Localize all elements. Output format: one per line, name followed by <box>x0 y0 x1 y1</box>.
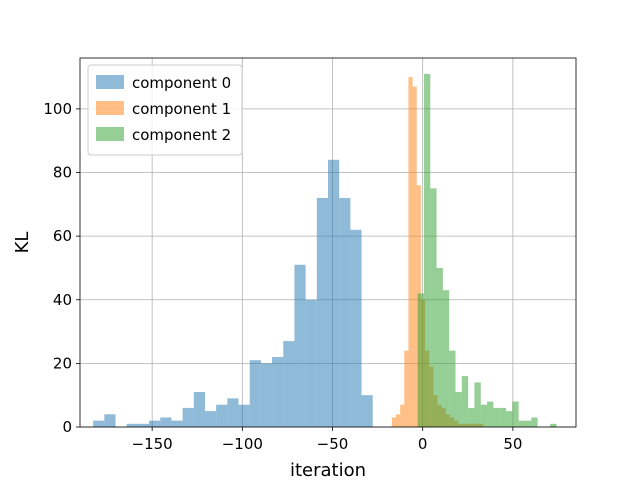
bar-component-0 <box>272 357 284 427</box>
bar-component-2 <box>474 382 481 427</box>
bar-component-1 <box>412 86 417 428</box>
bar-component-2 <box>480 404 488 427</box>
bar-component-0 <box>126 423 138 427</box>
plot-frame <box>79 57 577 428</box>
bar-component-1 <box>391 417 396 427</box>
y-axis-label: KL <box>12 232 33 254</box>
bar-component-0 <box>93 420 105 427</box>
bar-component-0 <box>260 363 273 427</box>
y-tick-label: 40 <box>53 291 72 309</box>
bar-component-2 <box>531 417 538 427</box>
bar-component-0 <box>283 341 295 427</box>
bar-component-2 <box>449 350 456 427</box>
bar-component-2 <box>499 407 507 427</box>
bar-component-0 <box>216 404 228 427</box>
y-tick-label: 20 <box>53 354 72 372</box>
bar-component-0 <box>160 417 172 427</box>
bar-component-2 <box>518 420 525 427</box>
y-tick-label: 80 <box>53 164 72 182</box>
y-tick-label: 100 <box>43 100 72 118</box>
bar-component-1 <box>400 404 405 427</box>
bar-component-2 <box>436 267 443 427</box>
bar-component-0 <box>137 423 150 427</box>
bar-component-0 <box>316 197 328 427</box>
bar-component-2 <box>461 376 469 427</box>
bar-component-0 <box>305 299 317 427</box>
x-tick-label: 0 <box>418 435 428 453</box>
x-tick-label: 50 <box>503 435 522 453</box>
bar-component-0 <box>204 411 217 427</box>
legend: component 0 component 1 component 2 <box>87 64 243 156</box>
bar-component-0 <box>361 395 373 427</box>
legend-label: component 2 <box>132 126 231 144</box>
legend-label: component 0 <box>132 74 231 92</box>
x-tick-label: −50 <box>317 435 349 453</box>
bar-component-2 <box>442 290 450 427</box>
x-tick-label: −100 <box>222 435 263 453</box>
bar-component-0 <box>182 407 194 427</box>
bar-component-0 <box>193 392 205 427</box>
bar-component-2 <box>512 401 519 427</box>
bar-component-2 <box>417 293 424 427</box>
legend-label: component 1 <box>132 100 231 118</box>
bar-component-2 <box>423 73 431 427</box>
bar-component-0 <box>171 420 183 427</box>
legend-box <box>87 64 243 156</box>
bar-component-0 <box>328 159 340 428</box>
bar-component-0 <box>227 398 239 427</box>
axis-ticks: −150 −100 −50 0 50 0 20 40 60 80 100 <box>43 100 522 453</box>
histogram-bars <box>93 73 557 428</box>
bar-component-2 <box>468 407 475 427</box>
y-tick-label: 60 <box>53 227 72 245</box>
bar-component-0 <box>249 360 261 427</box>
bar-component-2 <box>524 420 532 427</box>
bar-component-2 <box>550 423 557 427</box>
bar-component-0 <box>294 264 306 427</box>
bar-component-0 <box>339 197 351 427</box>
bar-component-1 <box>395 414 401 427</box>
bar-component-0 <box>350 229 362 427</box>
legend-swatch <box>96 127 124 141</box>
bar-component-0 <box>104 414 116 427</box>
bar-component-2 <box>455 392 462 427</box>
bar-component-1 <box>408 77 413 427</box>
y-tick-label: 0 <box>62 418 72 436</box>
bar-component-2 <box>430 188 437 427</box>
bar-component-0 <box>149 420 161 427</box>
x-tick-label: −150 <box>132 435 173 453</box>
bar-component-2 <box>493 407 500 427</box>
bar-component-1 <box>404 350 409 427</box>
bar-component-0 <box>238 404 250 427</box>
legend-swatch <box>96 75 124 89</box>
legend-swatch <box>96 101 124 115</box>
bar-component-2 <box>506 411 513 427</box>
bar-component-2 <box>487 401 494 427</box>
x-axis-label: iteration <box>290 460 366 480</box>
